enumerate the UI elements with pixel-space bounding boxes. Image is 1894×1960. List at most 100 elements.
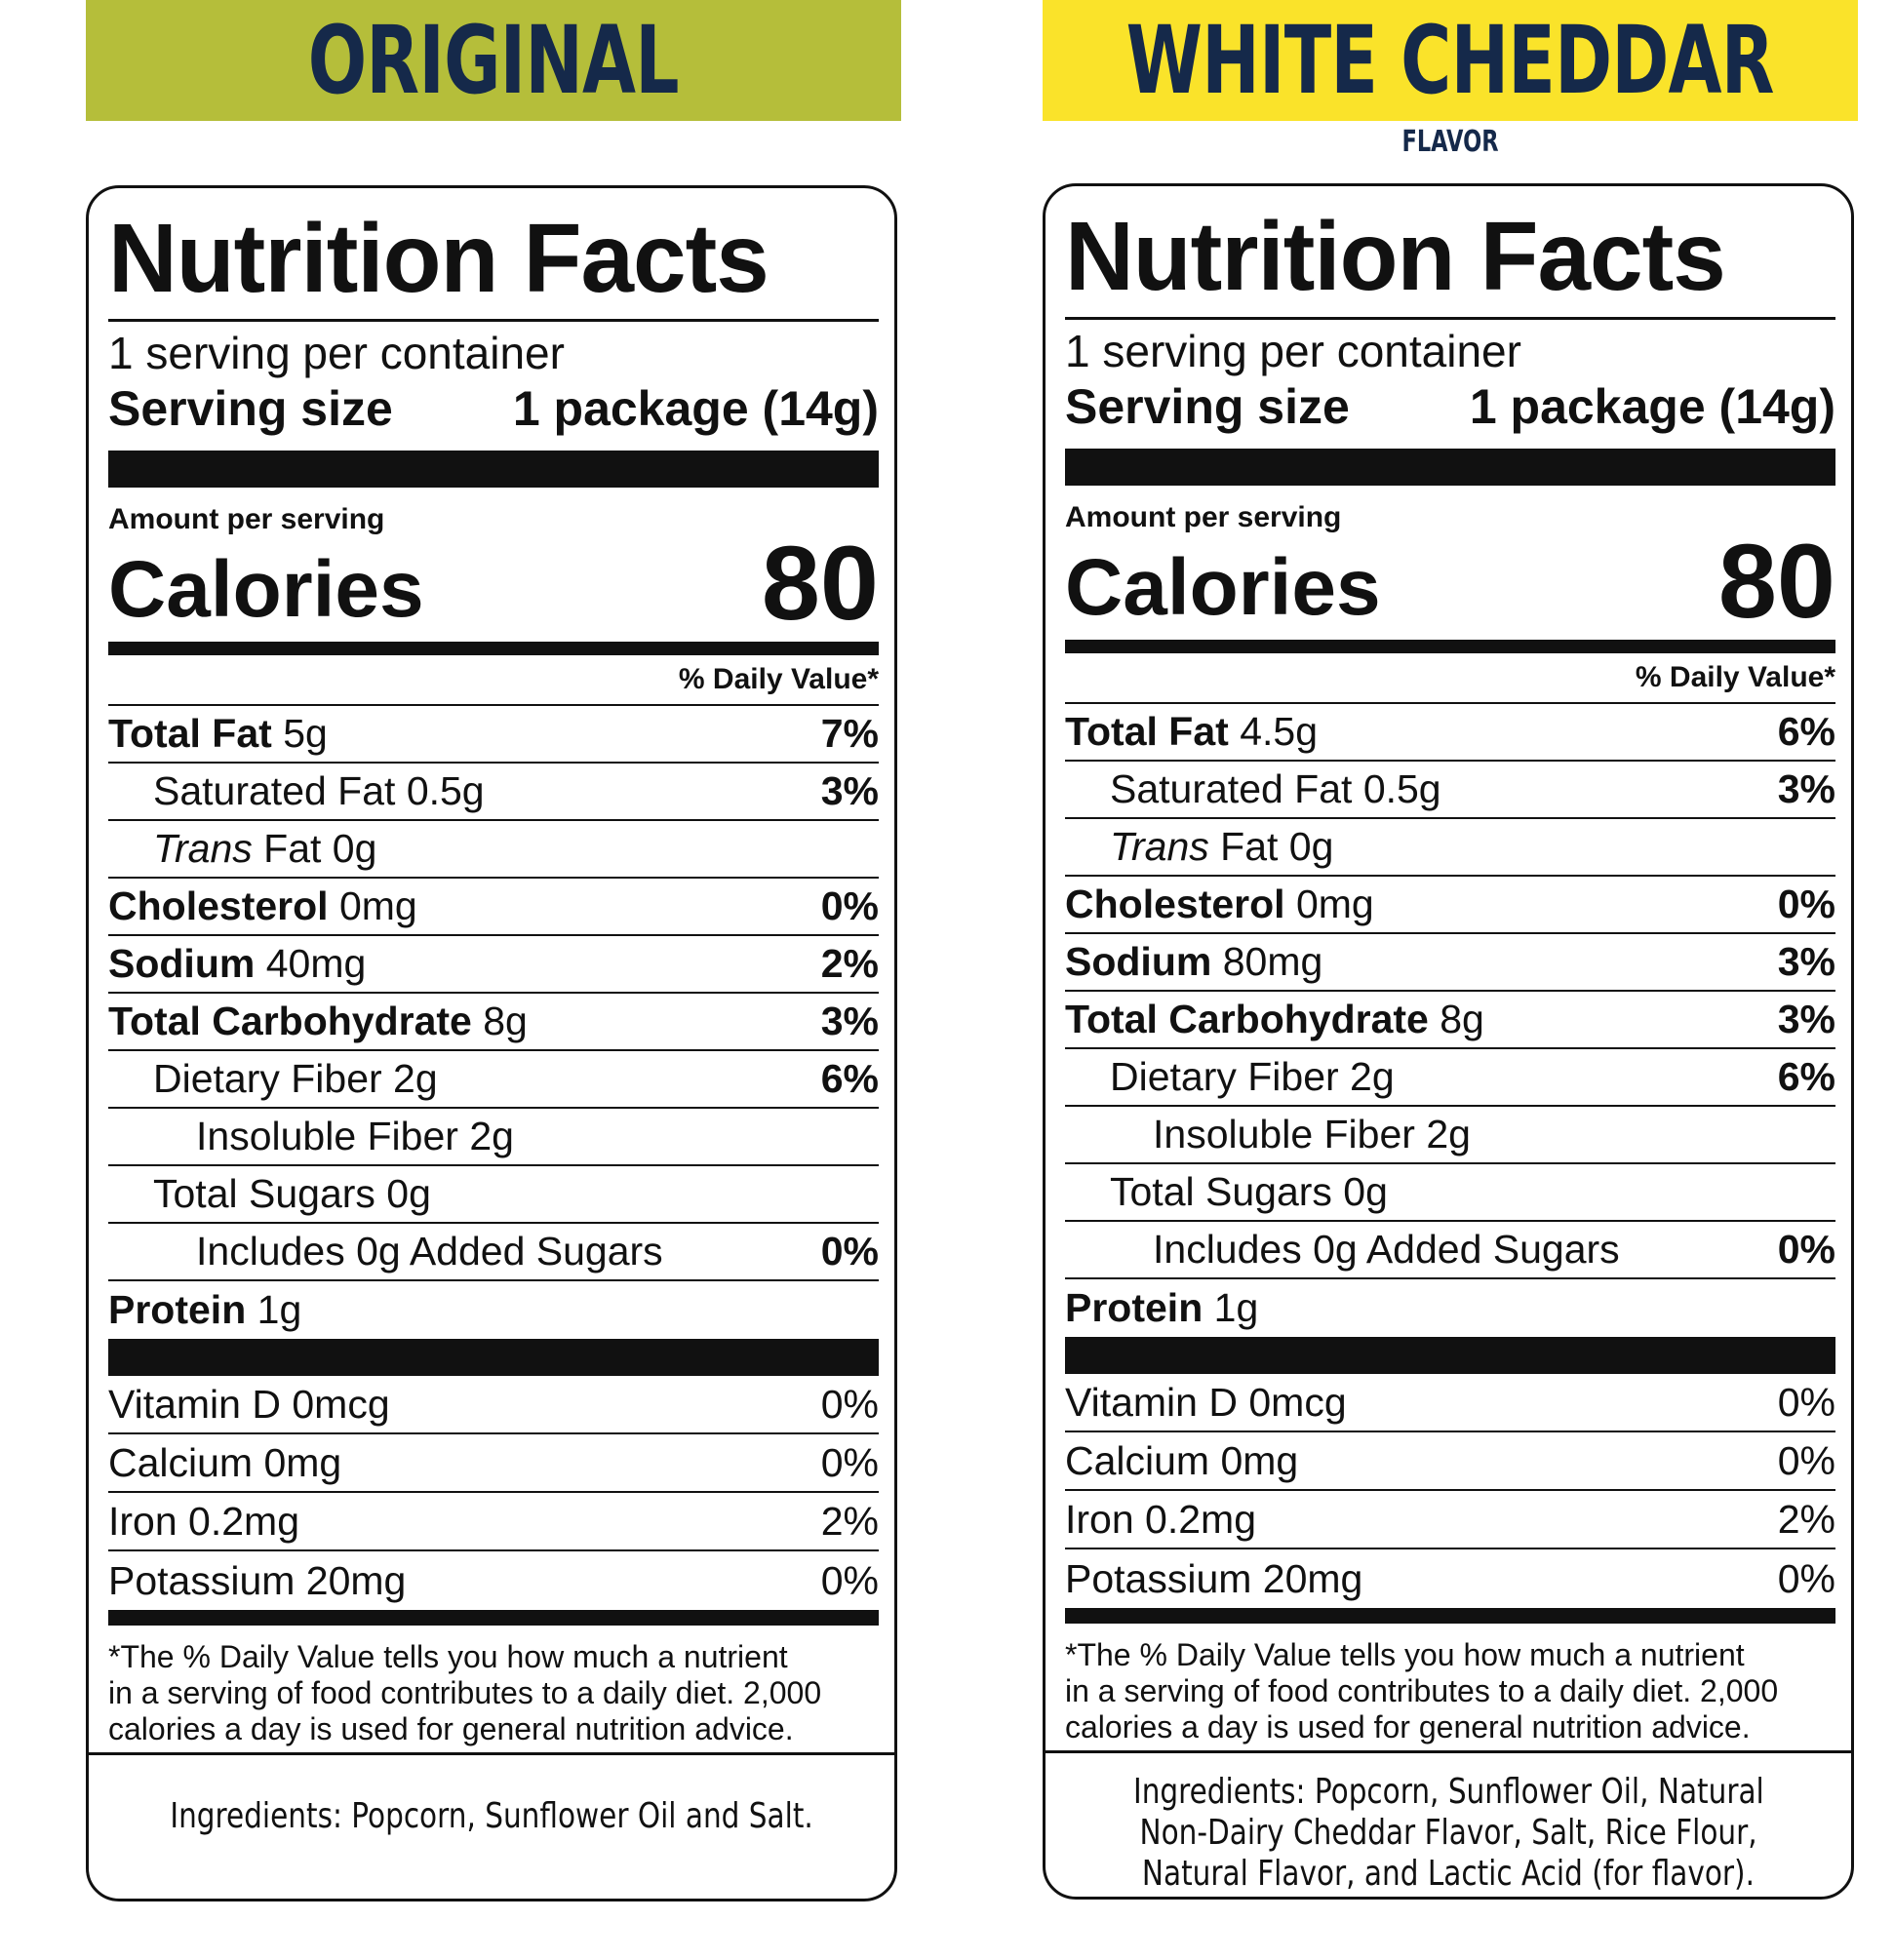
thick-divider <box>108 451 879 488</box>
footnote-line: in a serving of food contributes to a da… <box>108 1675 822 1710</box>
nutrient-row-protein: Protein 1g <box>108 1281 879 1339</box>
nutrient-amount: 4.5g <box>1240 709 1319 754</box>
nutrient-label: Fat 0g <box>252 826 377 871</box>
nutrient-label: Dietary Fiber 2g <box>1110 1054 1395 1099</box>
daily-value-header: % Daily Value* <box>1065 653 1835 704</box>
calories-value: 80 <box>761 524 879 642</box>
footnote-line: in a serving of food contributes to a da… <box>1065 1673 1779 1708</box>
serving-size-value: 1 package (14g) <box>512 381 879 436</box>
vitamin-row-vitamin-d: Vitamin D 0mcg 0% <box>108 1376 879 1434</box>
vitamin-dv: 0% <box>820 1557 879 1603</box>
nutrient-dv: 3% <box>1777 766 1835 811</box>
ingredients-line: Natural Flavor, and Lactic Acid (for fla… <box>1141 1854 1756 1894</box>
medium-divider <box>108 642 879 655</box>
product-banner: ORIGINAL <box>86 0 901 121</box>
nutrient-amount: 1g <box>1213 1285 1259 1330</box>
vitamin-dv: 0% <box>820 1439 879 1485</box>
nutrient-row-total-sugars: Total Sugars 0g <box>1065 1164 1835 1222</box>
divider <box>108 319 879 322</box>
nutrition-title: Nutrition Facts <box>108 204 769 313</box>
nutrient-dv: 0% <box>1777 1227 1835 1272</box>
medium-divider <box>1065 640 1835 653</box>
vitamin-label: Potassium 20mg <box>1065 1555 1363 1601</box>
product-name: WHITE CHEDDAR <box>1125 6 1775 115</box>
nutrient-row-cholesterol: Cholesterol 0mg 0% <box>108 879 879 936</box>
nutrient-dv: 0% <box>1777 882 1835 926</box>
vitamin-row-potassium: Potassium 20mg 0% <box>108 1551 879 1610</box>
nutrient-label: Cholesterol <box>108 883 329 928</box>
nutrient-label: Total Fat <box>1065 709 1229 754</box>
nutrient-label: Total Carbohydrate <box>108 999 472 1043</box>
nutrient-label: Fat 0g <box>1208 824 1334 869</box>
nutrient-row-saturated-fat: Saturated Fat 0.5g 3% <box>1065 762 1835 819</box>
calories-row: Calories 80 <box>108 524 879 642</box>
nutrient-row-insoluble-fiber: Insoluble Fiber 2g <box>1065 1107 1835 1164</box>
nutrient-dv: 3% <box>820 999 879 1043</box>
vitamin-dv: 0% <box>820 1381 879 1427</box>
vitamin-label: Iron 0.2mg <box>108 1498 299 1544</box>
nutrient-label: Total Fat <box>108 711 272 756</box>
nutrient-amount: 80mg <box>1222 939 1323 984</box>
daily-value-header: % Daily Value* <box>108 655 879 706</box>
footnote-line: calories a day is used for general nutri… <box>1065 1709 1751 1744</box>
nutrient-dv: 2% <box>820 941 879 986</box>
servings-per-container: 1 serving per container <box>1065 326 1521 376</box>
thick-divider <box>108 1339 879 1376</box>
nutrient-label: Includes 0g Added Sugars <box>1153 1227 1620 1272</box>
thick-divider <box>1065 449 1835 486</box>
nutrient-row-added-sugars: Includes 0g Added Sugars 0% <box>108 1224 879 1281</box>
serving-size-label: Serving size <box>1065 379 1350 434</box>
footnote-line: *The % Daily Value tells you how much a … <box>1065 1637 1745 1672</box>
nutrient-label-italic: Trans <box>1110 824 1209 869</box>
nutrient-label: Total Carbohydrate <box>1065 997 1429 1041</box>
serving-size-label: Serving size <box>108 381 393 436</box>
nutrient-dv: 0% <box>820 1229 879 1274</box>
vitamin-dv: 2% <box>1777 1496 1835 1542</box>
nutrient-dv: 7% <box>820 711 879 756</box>
calories-label: Calories <box>108 545 424 634</box>
nutrient-amount: 8g <box>1440 997 1484 1041</box>
nutrient-row-trans-fat: Trans Fat 0g <box>108 821 879 879</box>
nutrient-row-insoluble-fiber: Insoluble Fiber 2g <box>108 1109 879 1166</box>
nutrient-row-trans-fat: Trans Fat 0g <box>1065 819 1835 877</box>
vitamin-label: Vitamin D 0mcg <box>1065 1379 1347 1425</box>
nutrient-row-dietary-fiber: Dietary Fiber 2g 6% <box>1065 1049 1835 1107</box>
medium-divider <box>108 1610 879 1626</box>
nutrient-row-total-carbohydrate: Total Carbohydrate 8g 3% <box>108 994 879 1051</box>
flavor-subtitle: FLAVOR <box>1401 125 1499 159</box>
calories-label: Calories <box>1065 543 1381 632</box>
footnote-line: calories a day is used for general nutri… <box>108 1711 794 1746</box>
medium-divider <box>1065 1608 1835 1624</box>
nutrition-label: Nutrition Facts 1 serving per container … <box>1065 204 1835 1745</box>
nutrient-row-cholesterol: Cholesterol 0mg 0% <box>1065 877 1835 934</box>
nutrient-label: Insoluble Fiber 2g <box>1153 1112 1471 1156</box>
nutrient-row-total-fat: Total Fat 5g 7% <box>108 706 879 764</box>
daily-value-footnote: *The % Daily Value tells you how much a … <box>1065 1637 1835 1745</box>
daily-value-footnote: *The % Daily Value tells you how much a … <box>108 1639 879 1747</box>
servings-per-container: 1 serving per container <box>108 328 565 378</box>
vitamin-label: Vitamin D 0mcg <box>108 1381 390 1427</box>
vitamin-dv: 0% <box>1777 1555 1835 1601</box>
product-banner: WHITE CHEDDAR <box>1043 0 1858 121</box>
nutrient-amount: 0mg <box>338 883 417 928</box>
vitamin-dv: 0% <box>1777 1379 1835 1425</box>
nutrient-dv: 6% <box>820 1056 879 1101</box>
nutrient-label: Protein <box>108 1287 247 1332</box>
nutrient-label: Insoluble Fiber 2g <box>196 1114 514 1158</box>
vitamin-row-potassium: Potassium 20mg 0% <box>1065 1549 1835 1608</box>
nutrition-label: Nutrition Facts 1 serving per container … <box>108 206 879 1747</box>
nutrient-amount: 8g <box>483 999 528 1043</box>
product-column-white-cheddar: WHITE CHEDDAR FLAVOR Nutrition Facts 1 s… <box>1043 0 1858 1900</box>
nutrient-label: Protein <box>1065 1285 1203 1330</box>
nutrient-label: Cholesterol <box>1065 882 1285 926</box>
nutrient-label: Saturated Fat 0.5g <box>153 768 485 813</box>
vitamin-label: Iron 0.2mg <box>1065 1496 1256 1542</box>
nutrient-row-added-sugars: Includes 0g Added Sugars 0% <box>1065 1222 1835 1279</box>
product-name: ORIGINAL <box>307 6 680 115</box>
nutrient-label: Dietary Fiber 2g <box>153 1056 438 1101</box>
vitamin-row-calcium: Calcium 0mg 0% <box>108 1434 879 1493</box>
product-column-original: ORIGINAL Nutrition Facts 1 serving per c… <box>86 0 901 1901</box>
vitamin-row-iron: Iron 0.2mg 2% <box>108 1493 879 1551</box>
nutrient-amount: 0mg <box>1295 882 1374 926</box>
nutrient-label: Includes 0g Added Sugars <box>196 1229 663 1274</box>
